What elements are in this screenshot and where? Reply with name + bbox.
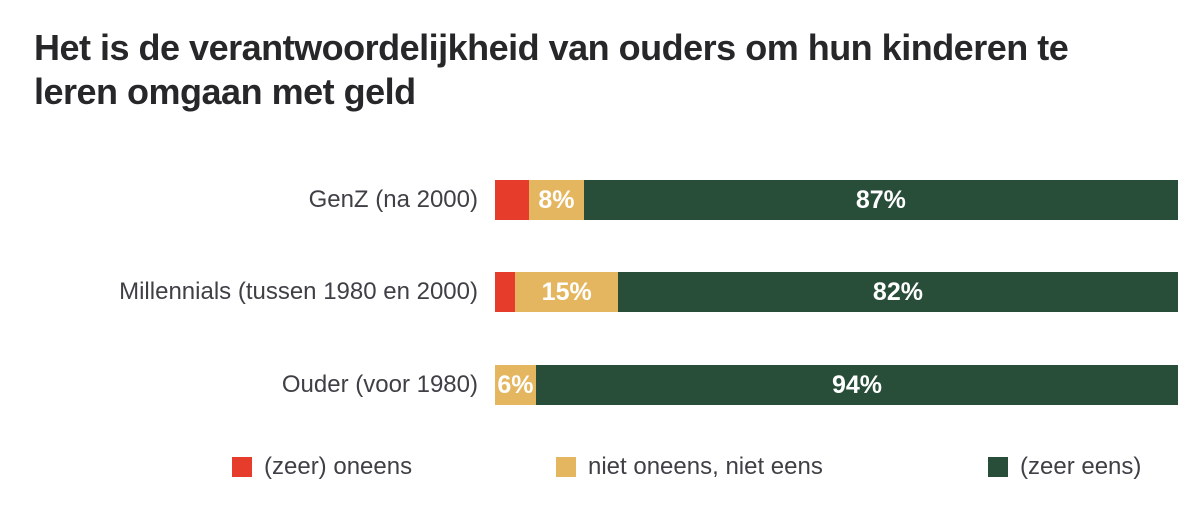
stacked-bar: 15% 82% (495, 272, 1178, 312)
category-label: Ouder (voor 1980) (281, 371, 478, 398)
segment-agree: 87% (583, 180, 1178, 220)
category-label: GenZ (na 2000) (308, 186, 478, 213)
legend-label: niet oneens, niet eens (588, 453, 823, 480)
bar-row-genz: GenZ (na 2000) 8% 87% (0, 180, 1178, 220)
legend-item-disagree: (zeer) oneens (232, 453, 412, 481)
legend-label: (zeer) oneens (264, 453, 413, 480)
category-label: Millennials (tussen 1980 en 2000) (119, 278, 478, 305)
segment-agree: 82% (617, 272, 1178, 312)
legend-item-neutral: niet oneens, niet eens (556, 453, 823, 481)
segment-value-label: 94% (831, 370, 882, 399)
segment-neutral: 15% (515, 272, 618, 312)
segment-value-label: 6% (497, 370, 534, 399)
bar-row-ouder: Ouder (voor 1980) 6% 94% (0, 365, 1178, 405)
legend-swatch-disagree (232, 457, 252, 477)
legend-swatch-agree (988, 457, 1008, 477)
segment-neutral: 6% (495, 365, 536, 405)
segment-value-label: 8% (538, 185, 575, 214)
segment-disagree (495, 272, 516, 312)
segment-agree: 94% (535, 365, 1178, 405)
legend-item-agree: (zeer eens) (988, 453, 1141, 481)
legend-swatch-neutral (556, 457, 576, 477)
segment-value-label: 82% (872, 277, 923, 306)
stacked-bar: 8% 87% (495, 180, 1178, 220)
segment-value-label: 15% (541, 277, 592, 306)
bar-row-millennials: Millennials (tussen 1980 en 2000) 15% 82… (0, 272, 1178, 312)
segment-disagree (495, 180, 530, 220)
segment-value-label: 87% (855, 185, 906, 214)
segment-neutral: 8% (529, 180, 584, 220)
legend-label: (zeer eens) (1020, 453, 1142, 480)
stacked-bar: 6% 94% (495, 365, 1178, 405)
page-title: Het is de verantwoordelijkheid van ouder… (34, 27, 1069, 112)
